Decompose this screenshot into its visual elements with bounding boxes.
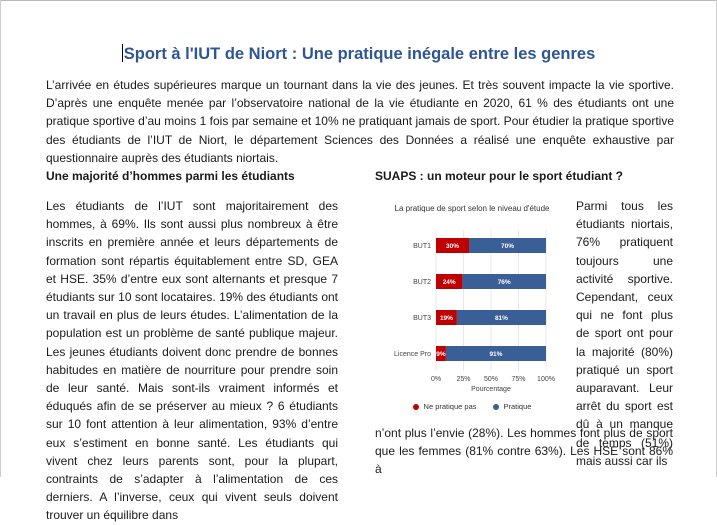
right-column-text-narrow[interactable]: Parmi tous les étudiants niortais, 76% p… <box>576 199 673 468</box>
text-cursor <box>121 44 123 62</box>
bar-not-practicing <box>436 346 446 361</box>
intro-paragraph[interactable]: L’arrivée en études supérieures marque u… <box>46 78 674 165</box>
bar-not-practicing <box>436 274 463 289</box>
bar-practicing <box>469 238 546 253</box>
right-column-heading[interactable]: SUAPS : un moteur pour le sport étudiant… <box>375 169 624 183</box>
bar-not-practicing <box>436 238 469 253</box>
legend-swatch-practicing <box>492 403 499 410</box>
legend-label-practicing: Pratique <box>503 402 532 411</box>
chart-title: La pratique de sport selon le niveau d'é… <box>394 204 550 213</box>
category-label: Licence Pro <box>394 351 431 358</box>
bar-data-label: 70% <box>501 243 514 250</box>
page-top-border <box>0 0 717 1</box>
bar-data-label: 24% <box>443 279 456 286</box>
bar-practicing <box>445 346 546 361</box>
legend-swatch-not-practicing <box>412 403 419 410</box>
left-column-heading[interactable]: Une majorité d’hommes parmi les étudiant… <box>46 169 295 183</box>
left-column-text[interactable]: Les étudiants de l’IUT sont majoritairem… <box>46 199 338 523</box>
x-tick-label: 75% <box>511 376 525 383</box>
chart-legend: Ne pratique pas Pratique <box>374 402 570 411</box>
bar-data-label: 76% <box>498 279 511 286</box>
category-label: BUT2 <box>413 279 431 286</box>
document-title-text: Sport à l'IUT de Niort : Une pratique in… <box>123 45 596 63</box>
right-column-text-wide[interactable]: n’ont plus l’envie (28%). Les hommes fon… <box>375 426 673 477</box>
x-tick-label: 0% <box>431 376 441 383</box>
legend-item-practicing: Pratique <box>492 402 532 411</box>
x-tick-label: 50% <box>484 376 498 383</box>
bar-data-label: 30% <box>446 243 459 250</box>
document-title[interactable]: Sport à l'IUT de Niort : Une pratique in… <box>0 44 717 64</box>
chart-svg: 0% 25% 50% 75% 100% Pourcentage BUT1 30% 70% BUT2… <box>394 230 555 393</box>
x-tick-label: 25% <box>456 376 470 383</box>
page-left-border <box>0 0 1 477</box>
x-axis-label: Pourcentage <box>471 386 511 393</box>
legend-label-not-practicing: Ne pratique pas <box>423 402 477 411</box>
bar-practicing <box>456 310 546 325</box>
bar-practicing <box>462 274 546 289</box>
bar-data-label: 9% <box>436 351 446 358</box>
bar-data-label: 81% <box>495 315 508 322</box>
bar-data-label: 19% <box>440 315 453 322</box>
category-label: BUT1 <box>413 243 431 250</box>
category-label: BUT3 <box>413 315 431 322</box>
x-tick-label: 100% <box>537 376 555 383</box>
legend-item-not-practicing: Ne pratique pas <box>412 402 477 411</box>
study-level-chart[interactable]: La pratique de sport selon le niveau d'é… <box>374 196 570 418</box>
bar-not-practicing <box>436 310 457 325</box>
bar-data-label: 91% <box>489 351 502 358</box>
